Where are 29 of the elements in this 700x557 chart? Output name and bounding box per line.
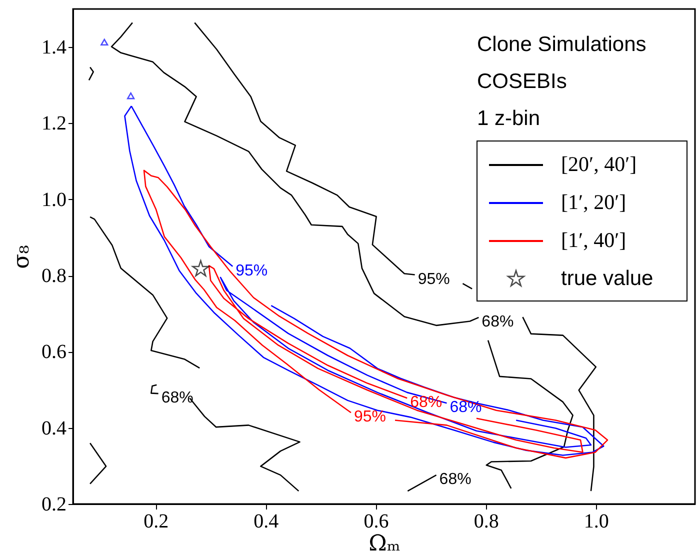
annotation: 68%: [450, 399, 482, 416]
x-tick-label: 0.4: [254, 510, 279, 532]
y-tick-label: 0.8: [42, 265, 66, 288]
y-axis-title: σ₈: [10, 244, 34, 269]
annotation: 95%: [354, 408, 386, 426]
annotation: 1 z-bin: [477, 107, 540, 130]
annotation: COSEBIs: [477, 70, 567, 93]
annotation: 95%: [418, 270, 450, 288]
annotation: 95%: [236, 262, 268, 280]
y-tick-label: 1.4: [42, 36, 66, 59]
x-tick-label: 1.0: [584, 510, 609, 532]
x-tick-label: 0.2: [144, 510, 169, 532]
y-tick-label: 0.2: [42, 494, 66, 516]
annotation: 68%: [482, 313, 514, 330]
x-tick-label: 0.6: [364, 510, 389, 532]
y-tick-label: 0.6: [42, 341, 66, 364]
annotation: 68%: [410, 394, 442, 412]
legend-label: [1′, 40′]: [561, 228, 626, 252]
x-axis-title: Ωₘ: [368, 532, 400, 556]
annotation: 68%: [439, 471, 472, 488]
y-tick-label: 1.0: [42, 188, 66, 211]
x-tick-label: 0.8: [474, 510, 499, 532]
legend-label: [1′, 20′]: [561, 190, 626, 214]
y-tick-label: 0.4: [42, 417, 66, 440]
legend-label: [20′, 40′]: [561, 152, 637, 176]
annotation: 68%: [161, 390, 194, 407]
y-tick-label: 1.2: [42, 112, 66, 135]
legend-label: true value: [561, 267, 654, 290]
annotation: Clone Simulations: [477, 33, 646, 56]
